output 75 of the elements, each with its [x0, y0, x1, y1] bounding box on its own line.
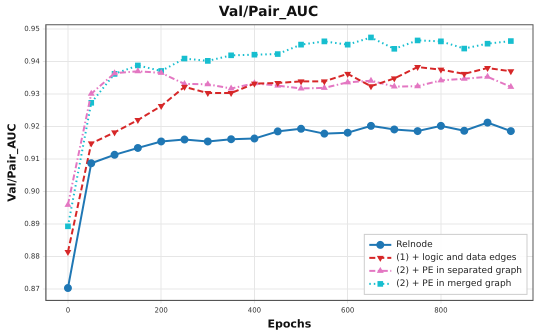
- point: [87, 159, 96, 168]
- legend-label: (2) + PE in separated graph: [396, 266, 522, 276]
- point: [228, 84, 235, 90]
- point: [320, 130, 328, 138]
- legend-label: Relnode: [396, 240, 434, 250]
- point: [204, 91, 212, 98]
- point: [180, 136, 188, 144]
- point: [297, 124, 306, 133]
- point: [414, 127, 422, 136]
- point: [366, 122, 375, 130]
- point: [368, 84, 374, 90]
- point: [507, 82, 514, 89]
- point: [438, 38, 444, 44]
- point: [414, 38, 420, 44]
- point: [322, 38, 328, 44]
- point: [274, 51, 281, 57]
- y-axis-title: Val/Pair_AUC: [5, 124, 18, 202]
- point: [182, 56, 188, 62]
- point: [64, 200, 72, 207]
- point: [484, 40, 490, 46]
- point: [135, 62, 141, 68]
- point: [134, 67, 142, 74]
- point: [250, 134, 258, 143]
- point: [344, 128, 352, 137]
- point: [204, 58, 211, 64]
- point: [228, 52, 234, 58]
- point: [110, 150, 119, 159]
- point: [344, 72, 352, 78]
- point: [64, 284, 72, 292]
- point: [298, 84, 305, 90]
- point: [298, 79, 305, 86]
- point: [390, 76, 398, 82]
- point: [134, 144, 142, 152]
- point: [484, 118, 492, 127]
- point: [390, 125, 398, 134]
- point: [506, 127, 515, 136]
- point: [134, 118, 142, 124]
- point: [391, 46, 398, 52]
- point: [227, 135, 236, 144]
- point: [250, 82, 258, 88]
- point: [460, 126, 468, 135]
- point: [158, 104, 165, 110]
- point: [157, 137, 166, 146]
- point: [320, 79, 328, 86]
- point: [460, 72, 468, 78]
- chart-title: Val/Pair_AUC: [218, 4, 318, 20]
- point: [111, 130, 118, 136]
- x-axis-title: Epochs: [267, 317, 312, 330]
- point: [274, 127, 282, 136]
- point: [390, 82, 398, 89]
- point: [65, 223, 71, 230]
- point: [204, 80, 212, 86]
- legend-label: (1) + logic and data edges: [396, 253, 517, 264]
- point: [298, 42, 304, 48]
- point: [204, 137, 212, 146]
- point: [436, 122, 445, 130]
- point: [88, 90, 95, 96]
- point: [368, 34, 374, 40]
- point: [437, 76, 444, 82]
- point: [344, 42, 350, 48]
- point: [344, 78, 352, 84]
- legend-label: (2) + PE in merged graph: [396, 279, 512, 290]
- point: [414, 82, 422, 88]
- point: [64, 250, 72, 256]
- point: [252, 52, 258, 58]
- point: [368, 76, 374, 83]
- point: [437, 68, 444, 74]
- point: [320, 84, 328, 90]
- point: [507, 69, 514, 76]
- point: [88, 141, 95, 148]
- point: [181, 84, 188, 91]
- point: [484, 66, 492, 72]
- point: [414, 65, 422, 72]
- point: [508, 38, 514, 44]
- point: [461, 46, 468, 52]
